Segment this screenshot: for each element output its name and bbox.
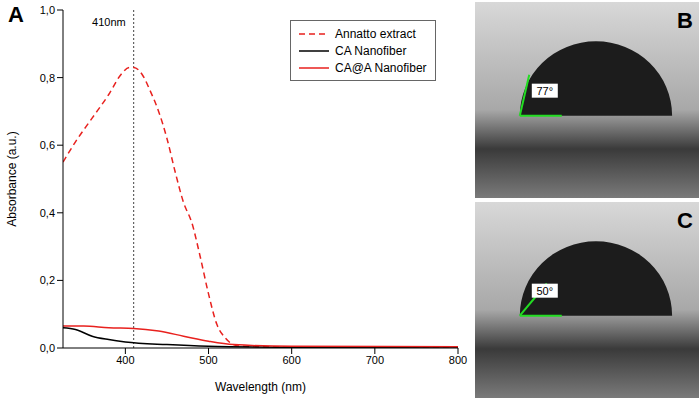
- html-text:CA@A Nanofiber: CA@A Nanofiber: [335, 60, 427, 75]
- svg-text:50°: 50°: [536, 285, 553, 297]
- html-text:CA Nanofiber: CA Nanofiber: [335, 43, 407, 58]
- svg-text:Absorbance (a.u.): Absorbance (a.u.): [5, 131, 19, 226]
- svg-text:500: 500: [199, 354, 217, 366]
- svg-text:0,4: 0,4: [40, 207, 55, 219]
- svg-text:800: 800: [449, 354, 467, 366]
- svg-text:Wavelength (nm): Wavelength (nm): [215, 380, 306, 394]
- svg-text:410nm: 410nm: [92, 16, 126, 28]
- svg-text:400: 400: [116, 354, 134, 366]
- svg-text:0,8: 0,8: [40, 72, 55, 84]
- svg-text:0,6: 0,6: [40, 139, 55, 151]
- html-text:A: A: [8, 2, 24, 27]
- svg-text:1,0: 1,0: [40, 4, 55, 16]
- svg-text:C: C: [677, 208, 693, 233]
- svg-text:0,2: 0,2: [40, 274, 55, 286]
- svg-text:600: 600: [283, 354, 301, 366]
- svg-text:0,0: 0,0: [40, 342, 55, 354]
- svg-text:700: 700: [366, 354, 384, 366]
- html-text:Annatto extract: Annatto extract: [335, 26, 416, 41]
- svg-text:B: B: [677, 8, 693, 33]
- svg-text:77°: 77°: [536, 85, 553, 97]
